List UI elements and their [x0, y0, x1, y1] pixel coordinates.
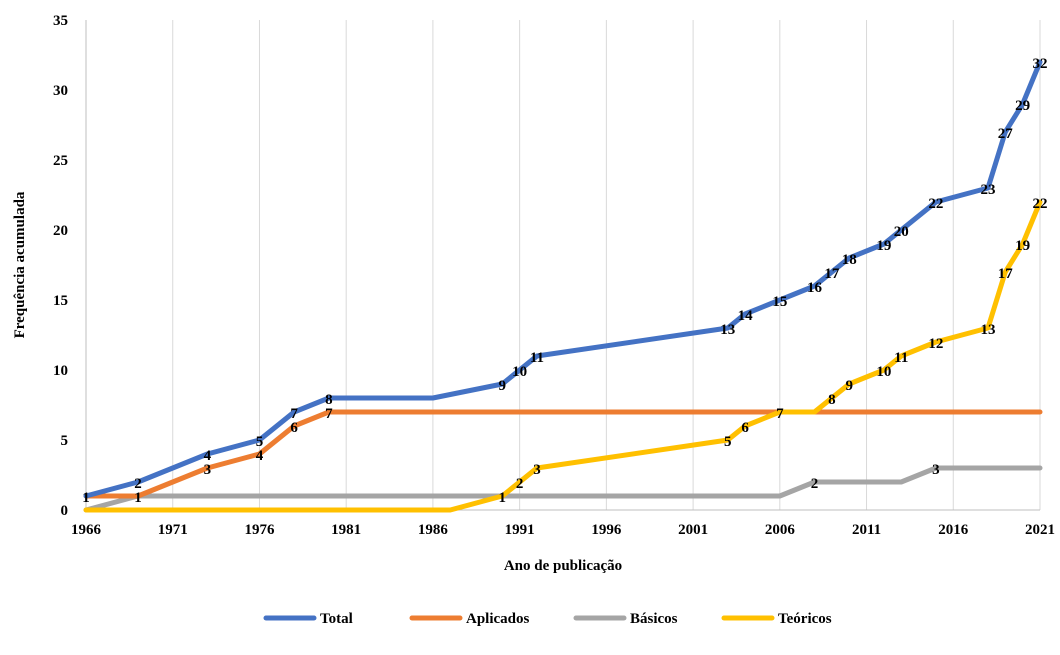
data-label: 17	[998, 266, 1014, 282]
data-label: 22	[1033, 196, 1048, 212]
x-axis-title: Ano de publicação	[504, 558, 622, 574]
x-tick-label: 1991	[505, 522, 535, 538]
x-tick-label: 2011	[852, 522, 881, 538]
data-label: 11	[530, 350, 544, 366]
grid-lines	[172, 20, 1041, 510]
y-tick-label: 35	[53, 13, 68, 29]
data-label: 15	[772, 294, 787, 310]
data-label: 9	[845, 378, 853, 394]
data-label: 1	[134, 490, 142, 506]
x-tick-label: 2021	[1025, 522, 1055, 538]
data-label: 6	[290, 420, 298, 436]
data-label: 23	[980, 182, 995, 198]
data-label: 11	[894, 350, 908, 366]
y-tick-label: 10	[53, 363, 68, 379]
legend: Total Aplicados Básicos Teóricos	[263, 611, 832, 627]
x-tick-label: 2016	[938, 522, 969, 538]
x-tick-label: 1966	[71, 522, 102, 538]
data-label: 7	[325, 406, 333, 422]
data-label: 4	[256, 448, 264, 464]
data-label: 1	[82, 490, 90, 506]
y-tick-label: 25	[53, 153, 68, 169]
data-label: 14	[738, 308, 754, 324]
series-line-aplicados	[83, 409, 1043, 499]
y-tick-label: 15	[53, 293, 68, 309]
data-label: 3	[204, 462, 212, 478]
y-axis-title: Frequência acumulada	[12, 191, 28, 338]
data-label: 22	[928, 196, 943, 212]
x-tick-label: 2006	[765, 522, 796, 538]
data-label: 19	[876, 238, 891, 254]
legend-label-teóricos: Teóricos	[778, 611, 832, 627]
data-label: 8	[325, 392, 333, 408]
legend-label-total: Total	[320, 611, 353, 627]
y-tick-label: 20	[53, 223, 68, 239]
data-label: 16	[807, 280, 823, 296]
data-label: 7	[776, 406, 784, 422]
data-label: 10	[876, 364, 891, 380]
data-label: 7	[290, 406, 298, 422]
data-label: 6	[741, 420, 749, 436]
y-tick-label: 30	[53, 83, 68, 99]
data-label: 5	[256, 434, 264, 450]
data-label: 29	[1015, 98, 1030, 114]
data-label: 9	[499, 378, 507, 394]
x-tick-label: 1981	[331, 522, 361, 538]
data-label: 32	[1033, 56, 1048, 72]
data-label: 1	[499, 490, 507, 506]
x-tick-label: 1971	[158, 522, 188, 538]
data-label: 3	[932, 462, 940, 478]
x-tick-label: 1996	[591, 522, 622, 538]
series-lines	[83, 59, 1043, 513]
x-tick-label: 1986	[418, 522, 449, 538]
axes: 1966 1971 1976 1981 1986 1991 1996 2001 2006 2011…	[53, 13, 1055, 538]
data-label: 2	[811, 476, 819, 492]
series-line-básicos	[83, 465, 1043, 513]
data-label: 17	[824, 266, 840, 282]
data-label: 18	[842, 252, 857, 268]
data-label: 8	[828, 392, 836, 408]
data-label: 19	[1015, 238, 1030, 254]
x-tick-label: 2001	[678, 522, 708, 538]
data-label: 20	[894, 224, 909, 240]
series-line-total	[83, 59, 1043, 499]
data-label: 2	[134, 476, 142, 492]
y-tick-label: 0	[61, 503, 69, 519]
data-label: 13	[980, 322, 995, 338]
data-label: 27	[998, 126, 1014, 142]
data-label: 13	[720, 322, 735, 338]
y-tick-label: 5	[61, 433, 69, 449]
x-tick-label: 1976	[244, 522, 275, 538]
data-label: 5	[724, 434, 732, 450]
data-label: 4	[204, 448, 212, 464]
data-labels: 1245789101113141516171819202223272932346…	[82, 56, 1047, 506]
data-label: 10	[512, 364, 527, 380]
data-label: 3	[533, 462, 541, 478]
data-label: 2	[516, 476, 524, 492]
data-label: 12	[928, 336, 943, 352]
series-line-teóricos	[83, 199, 1043, 513]
legend-label-básicos: Básicos	[630, 611, 678, 627]
legend-label-aplicados: Aplicados	[466, 611, 530, 627]
